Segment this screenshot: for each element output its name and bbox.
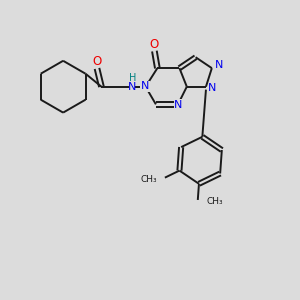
Text: CH₃: CH₃: [206, 197, 223, 206]
Text: N: N: [128, 82, 136, 92]
Text: N: N: [215, 60, 224, 70]
Text: N: N: [141, 81, 149, 91]
Text: N: N: [174, 100, 183, 110]
Text: H: H: [129, 73, 137, 83]
Text: O: O: [150, 38, 159, 51]
Text: CH₃: CH₃: [140, 175, 157, 184]
Text: N: N: [208, 83, 216, 93]
Text: O: O: [92, 56, 102, 68]
